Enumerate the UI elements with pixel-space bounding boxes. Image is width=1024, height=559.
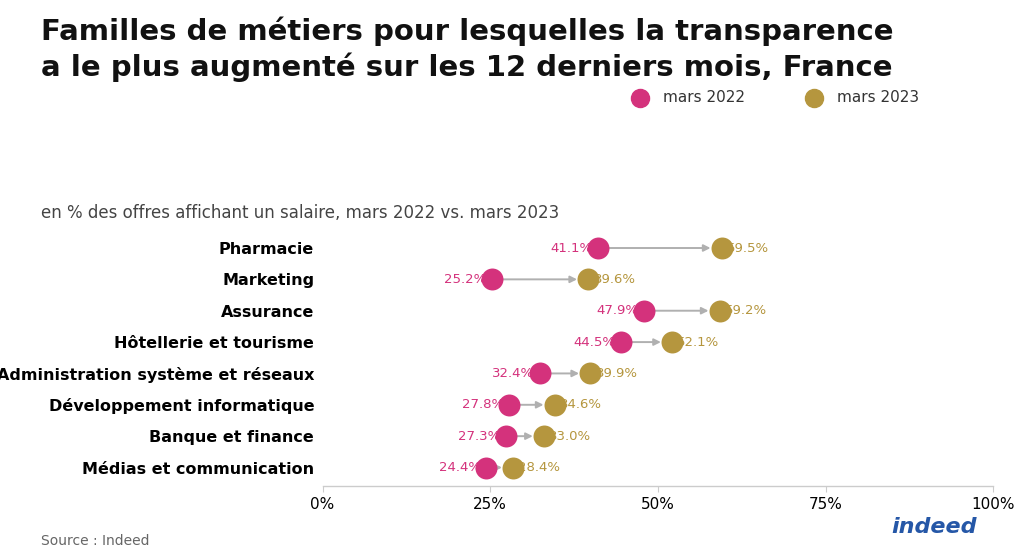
Text: 34.6%: 34.6% <box>560 399 602 411</box>
Text: 28.4%: 28.4% <box>518 461 560 474</box>
Text: 59.5%: 59.5% <box>727 241 769 254</box>
Text: 27.8%: 27.8% <box>462 399 504 411</box>
Text: Familles de métiers pour lesquelles la transparence
a le plus augmenté sur les 1: Familles de métiers pour lesquelles la t… <box>41 17 894 82</box>
Text: 59.2%: 59.2% <box>725 304 767 317</box>
Text: mars 2023: mars 2023 <box>837 91 919 105</box>
Text: 27.3%: 27.3% <box>458 430 501 443</box>
Point <box>664 338 680 347</box>
Point <box>714 244 730 253</box>
Point <box>580 275 596 284</box>
Text: 32.4%: 32.4% <box>493 367 535 380</box>
Text: mars 2022: mars 2022 <box>663 91 744 105</box>
Text: Source : Indeed: Source : Indeed <box>41 534 150 548</box>
Point <box>612 338 629 347</box>
Point <box>590 244 606 253</box>
Point <box>547 400 563 409</box>
Point <box>636 306 652 315</box>
Point <box>505 463 521 472</box>
Point <box>501 400 517 409</box>
Text: 25.2%: 25.2% <box>444 273 486 286</box>
Text: 41.1%: 41.1% <box>551 241 593 254</box>
Text: 39.9%: 39.9% <box>596 367 638 380</box>
Point <box>582 369 598 378</box>
Point <box>536 432 552 440</box>
Text: en % des offres affichant un salaire, mars 2022 vs. mars 2023: en % des offres affichant un salaire, ma… <box>41 204 559 222</box>
Point <box>712 306 728 315</box>
Text: 52.1%: 52.1% <box>677 335 720 349</box>
Point <box>498 432 514 440</box>
Text: 44.5%: 44.5% <box>573 335 615 349</box>
Point <box>478 463 495 472</box>
Text: 24.4%: 24.4% <box>439 461 481 474</box>
Text: 47.9%: 47.9% <box>596 304 639 317</box>
Point <box>483 275 500 284</box>
Point <box>531 369 548 378</box>
Text: 33.0%: 33.0% <box>549 430 592 443</box>
Text: 39.6%: 39.6% <box>594 273 636 286</box>
Text: indeed: indeed <box>891 517 976 537</box>
